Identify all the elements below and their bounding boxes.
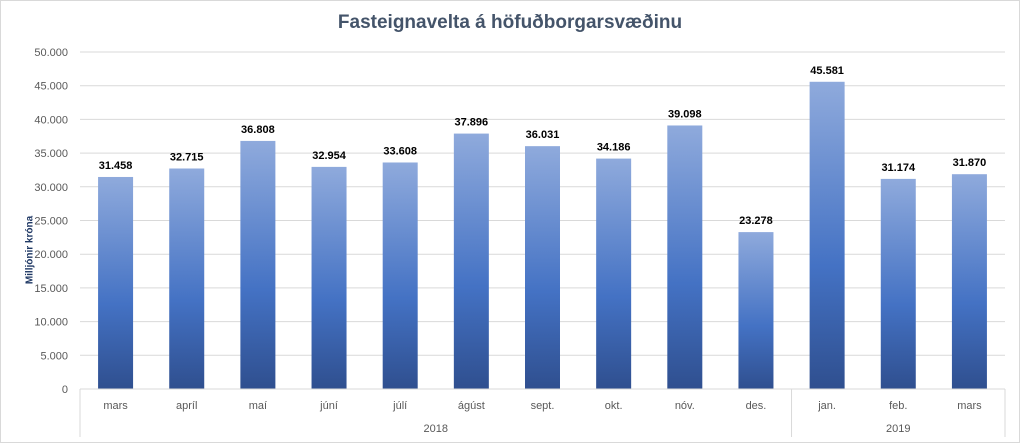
bar bbox=[525, 146, 560, 389]
bar bbox=[169, 168, 205, 389]
y-axis-ticks: 0 5.000 10.000 15.000 20.000 25.000 30.000 35.0… bbox=[34, 47, 68, 396]
y-tick-label: 25.000 bbox=[34, 216, 68, 228]
data-label: 36.808 bbox=[241, 124, 275, 136]
data-label: 31.458 bbox=[99, 160, 133, 172]
data-label: 37.896 bbox=[455, 117, 489, 129]
bar bbox=[738, 232, 774, 389]
data-label: 32.715 bbox=[170, 152, 204, 164]
x-tick-label: sept. bbox=[531, 400, 555, 412]
y-tick-label: 15.000 bbox=[34, 283, 68, 295]
bars bbox=[98, 81, 987, 389]
bar bbox=[453, 133, 489, 389]
group-label: 2018 bbox=[424, 423, 448, 435]
data-label: 36.031 bbox=[526, 129, 560, 141]
data-label: 45.581 bbox=[810, 65, 844, 77]
x-tick-label: maí bbox=[249, 400, 267, 412]
bar bbox=[667, 125, 703, 389]
x-tick-label: júní bbox=[319, 400, 338, 412]
x-tick-label: nóv. bbox=[675, 400, 695, 412]
x-tick-label: okt. bbox=[605, 400, 623, 412]
bar bbox=[951, 174, 987, 389]
group-label: 2019 bbox=[886, 423, 910, 435]
y-tick-label: 40.000 bbox=[34, 114, 68, 126]
y-tick-label: 45.000 bbox=[34, 81, 68, 93]
x-tick-label: ágúst bbox=[458, 400, 485, 412]
x-tick-label: feb. bbox=[889, 400, 907, 412]
y-tick-label: 35.000 bbox=[34, 148, 68, 160]
bar bbox=[311, 166, 347, 389]
x-tick-label: des. bbox=[746, 400, 767, 412]
data-label: 23.278 bbox=[739, 215, 773, 227]
x-tick-label: mars bbox=[103, 400, 128, 412]
y-tick-label: 10.000 bbox=[34, 317, 68, 329]
bar bbox=[880, 178, 916, 389]
data-label: 33.608 bbox=[383, 145, 417, 157]
data-labels: 31.458 32.715 36.808 32.954 33.608 37.896 36.0… bbox=[99, 65, 987, 227]
bar bbox=[596, 158, 632, 389]
data-label: 32.954 bbox=[312, 150, 347, 162]
x-axis: mars apríl maí júní júlí ágúst sept. okt. nóv. de… bbox=[79, 388, 1006, 437]
chart-title: Fasteignavelta á höfuðborgarsvæðinu bbox=[337, 12, 683, 33]
bar bbox=[809, 81, 845, 389]
data-label: 31.870 bbox=[953, 157, 987, 169]
y-tick-label: 5.000 bbox=[40, 350, 68, 362]
x-tick-label: júlí bbox=[392, 400, 407, 412]
x-tick-label: mars bbox=[957, 400, 982, 412]
y-tick-label: 0 bbox=[62, 384, 68, 396]
data-label: 31.174 bbox=[881, 162, 916, 174]
bar bbox=[240, 140, 276, 389]
data-label: 39.098 bbox=[668, 108, 702, 120]
y-tick-label: 20.000 bbox=[34, 249, 68, 261]
data-label: 34.186 bbox=[597, 142, 631, 154]
y-tick-label: 50.000 bbox=[34, 47, 68, 59]
y-tick-label: 30.000 bbox=[34, 182, 68, 194]
x-tick-label: jan. bbox=[817, 400, 836, 412]
bar bbox=[382, 162, 418, 389]
bar bbox=[98, 176, 134, 389]
x-tick-label: apríl bbox=[176, 400, 197, 412]
